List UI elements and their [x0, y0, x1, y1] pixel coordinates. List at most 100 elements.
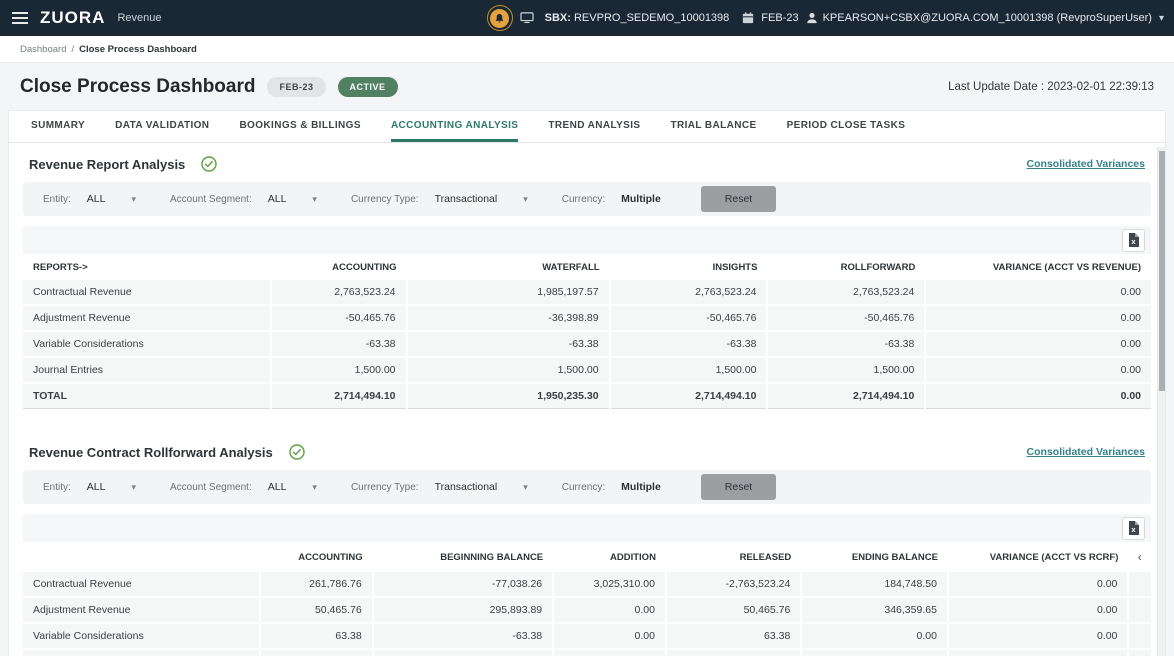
currency-type-value: Transactional: [434, 193, 498, 205]
table-row: Contractual Revenue 261,786.76 -77,038.26 3…: [23, 572, 1151, 598]
check-circle-icon: [288, 444, 305, 460]
currency-type-label: Currency Type:: [350, 481, 419, 493]
column-header: REPORTS->: [23, 254, 272, 280]
account-segment-filter[interactable]: Account Segment: ALL ▾: [170, 481, 317, 493]
cell-value: -77,038.26: [371, 572, 554, 598]
breadcrumb-dashboard[interactable]: Dashboard: [20, 43, 67, 55]
user-menu[interactable]: KPEARSON+CSBX@ZUORA.COM_10001398 (Revpro…: [806, 12, 1164, 24]
cell-value: 2,763,523.24: [270, 280, 407, 306]
cell-value: 0.00: [800, 623, 948, 650]
menu-icon[interactable]: [12, 12, 28, 24]
currency-type-filter[interactable]: Currency Type: Transactional ▾: [351, 481, 528, 493]
svg-text:x: x: [1131, 237, 1136, 246]
account-segment-value: ALL: [267, 481, 287, 493]
cell-value: 2,714,494.10: [608, 383, 768, 409]
chevron-down-icon: ▾: [131, 481, 137, 492]
table-row: Journal Entries-1,500.000.000.00-1,500.0…: [23, 649, 1151, 656]
tab-trial-balance[interactable]: TRIAL BALANCE: [670, 119, 757, 131]
cell-value: 63.38: [258, 623, 373, 650]
entity-label: Entity:: [43, 481, 71, 493]
notifications-button[interactable]: [486, 5, 513, 31]
export-excel-icon[interactable]: x: [1122, 516, 1145, 540]
cell-value: 63.38: [664, 623, 802, 650]
row-label: Journal Entries: [23, 649, 260, 656]
row-label: Adjustment Revenue: [23, 305, 272, 332]
currency-label: Currency:: [561, 481, 606, 493]
cell-value: 295,893.89: [371, 597, 554, 624]
entity-filter[interactable]: Entity: ALL ▾: [43, 481, 136, 493]
scrollbar-thumb[interactable]: [1159, 151, 1165, 391]
table-toolbar: x: [23, 226, 1151, 254]
reset-button[interactable]: Reset: [700, 474, 777, 500]
tab-period-close-tasks[interactable]: PERIOD CLOSE TASKS: [786, 119, 906, 131]
tab-data-validation[interactable]: DATA VALIDATION: [115, 119, 210, 131]
cell-spacer: [1127, 623, 1151, 650]
cell-value: -63.38: [371, 623, 554, 650]
cell-value: 0.00: [552, 623, 666, 650]
cell-value: 2,763,523.24: [608, 280, 768, 306]
column-header: BEGINNING BALANCE: [372, 542, 554, 572]
monitor-icon: [520, 12, 534, 24]
column-header: ADDITION: [553, 542, 666, 572]
column-header: ENDING BALANCE: [801, 542, 948, 572]
row-label: Variable Considerations: [23, 623, 260, 650]
user-icon: [806, 12, 818, 24]
table-toolbar: x: [23, 514, 1151, 542]
tab-accounting-analysis[interactable]: ACCOUNTING ANALYSIS: [390, 111, 519, 142]
vertical-scrollbar[interactable]: [1157, 147, 1165, 656]
tab-trend-analysis[interactable]: TREND ANALYSIS: [548, 119, 641, 131]
currency-type-value: Transactional: [434, 481, 498, 493]
revenue-report-table: REPORTS-> ACCOUNTING WATERFALL INSIGHTS ROLL…: [23, 254, 1151, 409]
calendar-icon: [742, 12, 754, 24]
account-segment-label: Account Segment:: [170, 481, 252, 493]
cell-value: -63.38: [270, 331, 407, 358]
chevron-down-icon: ▾: [523, 193, 528, 204]
tab-bookings-billings[interactable]: BOOKINGS & BILLINGS: [239, 119, 361, 131]
table-row: Contractual Revenue 2,763,523.24 1,985,197…: [23, 280, 1151, 306]
topbar-period[interactable]: FEB-23: [761, 12, 799, 24]
sbx-value: REVPRO_SEDEMO_10001398: [573, 12, 730, 24]
table-row: Variable Considerations -63.38 -63.38 -63.3…: [23, 331, 1151, 358]
column-header: INSIGHTS: [609, 254, 768, 280]
entity-filter[interactable]: Entity: ALL ▾: [43, 193, 136, 205]
revenue-report-analysis-section: Revenue Report Analysis Consolidated Var…: [9, 152, 1165, 409]
currency-type-filter[interactable]: Currency Type: Transactional ▾: [351, 193, 528, 205]
cell-value: -50,465.76: [270, 305, 407, 332]
entity-value: ALL: [86, 481, 106, 493]
column-header: ACCOUNTING: [259, 542, 373, 572]
cell-value: 0.00: [924, 383, 1151, 409]
export-excel-icon[interactable]: x: [1122, 228, 1145, 252]
consolidated-variances-link[interactable]: Consolidated Variances: [1026, 446, 1145, 458]
breadcrumb: Dashboard / Close Process Dashboard: [0, 36, 1174, 63]
account-segment-value: ALL: [267, 193, 287, 205]
column-header: VARIANCE (ACCT VS RCRF): [947, 542, 1129, 572]
cell-value: -50,465.76: [766, 305, 926, 332]
column-header: VARIANCE (ACCT VS REVENUE): [925, 254, 1151, 280]
user-name: KPEARSON+CSBX@ZUORA.COM_10001398 (Revpro…: [822, 12, 1152, 24]
status-badge: ACTIVE: [337, 76, 398, 97]
filter-bar: Entity: ALL ▾ Account Segment: ALL ▾ Cur…: [23, 470, 1151, 504]
last-update-date: Last Update Date : 2023-02-01 22:39:13: [948, 80, 1154, 93]
chevron-collapse-icon[interactable]: ‹: [1128, 542, 1151, 572]
cell-value: 0.00: [552, 649, 666, 656]
cell-value: 0.00: [371, 649, 554, 656]
currency-display: Currency: Multiple: [562, 481, 661, 493]
cell-value: -1,500.00: [800, 649, 948, 656]
cell-value: 0.00: [946, 623, 1129, 650]
cell-value: -63.38: [405, 331, 610, 358]
chevron-down-icon: ▾: [131, 193, 137, 204]
page-title: Close Process Dashboard: [20, 75, 256, 97]
revenue-contract-rollforward-section: Revenue Contract Rollforward Analysis Co…: [9, 440, 1165, 656]
reset-button[interactable]: Reset: [700, 186, 777, 212]
cell-value: -1,500.00: [258, 649, 373, 656]
column-header: [23, 542, 260, 572]
row-label: Variable Considerations: [23, 331, 272, 358]
column-header: ACCOUNTING: [271, 254, 407, 280]
cell-value: 0.00: [946, 572, 1129, 598]
cell-value: 0.00: [924, 305, 1151, 332]
account-segment-filter[interactable]: Account Segment: ALL ▾: [170, 193, 317, 205]
cell-value: 50,465.76: [664, 597, 802, 624]
tab-summary[interactable]: SUMMARY: [31, 119, 86, 131]
consolidated-variances-link[interactable]: Consolidated Variances: [1026, 158, 1145, 170]
cell-spacer: [1127, 597, 1151, 624]
